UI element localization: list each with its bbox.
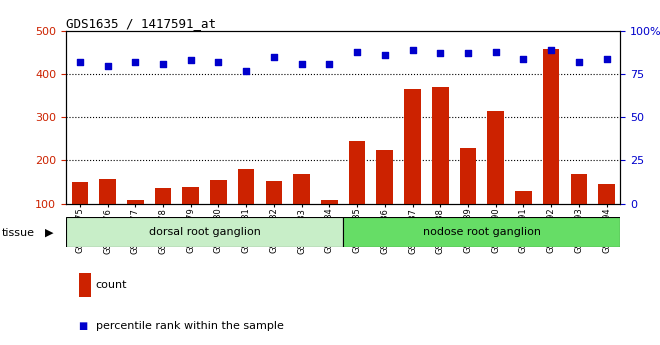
Bar	[432, 87, 449, 247]
Point	[185, 58, 196, 63]
Bar	[127, 200, 144, 247]
Point	[241, 68, 251, 73]
Point	[269, 54, 279, 60]
Bar	[182, 187, 199, 247]
Bar	[99, 179, 116, 247]
Bar	[293, 174, 310, 247]
Text: dorsal root ganglion: dorsal root ganglion	[148, 227, 261, 237]
Point	[518, 56, 529, 61]
Point	[158, 61, 168, 67]
Point	[102, 63, 113, 68]
Bar	[570, 174, 587, 247]
Point	[407, 47, 418, 53]
Text: ▶: ▶	[45, 228, 53, 238]
Bar	[343, 217, 620, 247]
Bar	[66, 217, 343, 247]
Point	[296, 61, 307, 67]
Text: nodose root ganglion: nodose root ganglion	[423, 227, 541, 237]
Point	[574, 59, 584, 65]
Bar	[487, 111, 504, 247]
Bar	[154, 188, 172, 247]
Text: GDS1635 / 1417591_at: GDS1635 / 1417591_at	[66, 17, 216, 30]
Point	[130, 59, 141, 65]
Bar	[598, 184, 615, 247]
Text: count: count	[96, 280, 127, 289]
Bar	[404, 89, 421, 247]
Point	[546, 47, 556, 53]
Text: percentile rank within the sample: percentile rank within the sample	[96, 321, 284, 331]
Point	[463, 51, 473, 56]
Bar	[238, 169, 255, 247]
Point	[379, 52, 390, 58]
Bar	[348, 141, 366, 247]
Point	[352, 49, 362, 55]
Bar	[515, 190, 532, 247]
Point	[490, 49, 501, 55]
Text: tissue: tissue	[1, 228, 34, 238]
Bar	[376, 150, 393, 247]
Bar	[321, 200, 338, 247]
Point	[601, 56, 612, 61]
Point	[324, 61, 335, 67]
Bar	[210, 180, 227, 247]
Text: ■: ■	[79, 321, 88, 331]
Bar	[543, 49, 560, 247]
Point	[435, 51, 446, 56]
Bar	[265, 181, 282, 247]
Point	[75, 59, 85, 65]
Bar	[71, 182, 88, 247]
Point	[213, 59, 224, 65]
Bar	[459, 148, 477, 247]
